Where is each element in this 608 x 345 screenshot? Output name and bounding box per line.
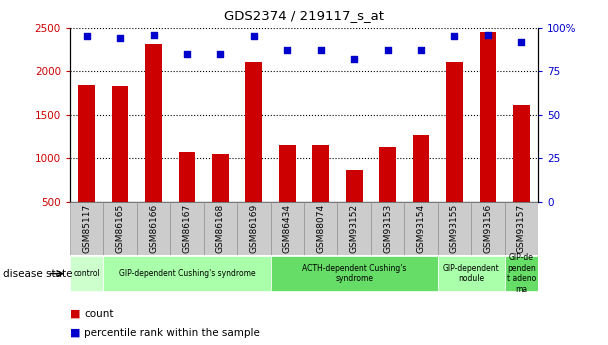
Point — [349, 56, 359, 62]
Text: GSM93157: GSM93157 — [517, 204, 526, 253]
Bar — [513, 105, 530, 245]
Bar — [271, 256, 438, 291]
Text: ■: ■ — [70, 309, 80, 319]
Bar — [137, 202, 170, 255]
Text: GSM93153: GSM93153 — [383, 204, 392, 253]
Bar — [204, 202, 237, 255]
Bar — [313, 145, 329, 245]
Bar — [438, 202, 471, 255]
Bar — [371, 202, 404, 255]
Point — [517, 39, 527, 44]
Bar — [237, 202, 271, 255]
Bar — [212, 154, 229, 245]
Bar — [103, 256, 271, 291]
Bar — [279, 145, 295, 245]
Text: ACTH-dependent Cushing's
syndrome: ACTH-dependent Cushing's syndrome — [302, 264, 406, 283]
Point — [383, 48, 393, 53]
Text: GSM86165: GSM86165 — [116, 204, 125, 253]
Bar — [337, 202, 371, 255]
Text: GIP-de
penden
t adeno
ma: GIP-de penden t adeno ma — [506, 253, 536, 294]
Text: ■: ■ — [70, 328, 80, 338]
Text: percentile rank within the sample: percentile rank within the sample — [84, 328, 260, 338]
Text: GSM93156: GSM93156 — [483, 204, 492, 253]
Bar — [480, 32, 496, 245]
Bar — [304, 202, 337, 255]
Text: GSM86166: GSM86166 — [149, 204, 158, 253]
Text: GSM93155: GSM93155 — [450, 204, 459, 253]
Text: count: count — [84, 309, 114, 319]
Point — [115, 35, 125, 41]
Text: GIP-dependent Cushing's syndrome: GIP-dependent Cushing's syndrome — [119, 269, 255, 278]
Bar — [505, 256, 538, 291]
Text: GDS2374 / 219117_s_at: GDS2374 / 219117_s_at — [224, 9, 384, 22]
Bar — [404, 202, 438, 255]
Text: disease state: disease state — [3, 269, 72, 279]
Bar — [471, 202, 505, 255]
Bar — [438, 256, 505, 291]
Text: GSM86168: GSM86168 — [216, 204, 225, 253]
Bar — [446, 61, 463, 245]
Bar — [112, 86, 128, 245]
Point — [182, 51, 192, 57]
Text: GSM86434: GSM86434 — [283, 204, 292, 253]
Point — [483, 32, 493, 37]
Bar — [505, 202, 538, 255]
Bar — [70, 256, 103, 291]
Bar — [78, 85, 95, 245]
Bar — [271, 202, 304, 255]
Point — [449, 33, 460, 39]
Point — [416, 48, 426, 53]
Bar — [379, 147, 396, 245]
Bar — [103, 202, 137, 255]
Bar — [346, 170, 362, 245]
Bar — [413, 135, 429, 245]
Bar — [170, 202, 204, 255]
Bar — [179, 152, 195, 245]
Text: GSM93154: GSM93154 — [416, 204, 426, 253]
Text: GSM88074: GSM88074 — [316, 204, 325, 253]
Bar — [145, 44, 162, 245]
Text: control: control — [74, 269, 100, 278]
Point — [316, 48, 326, 53]
Bar — [246, 61, 262, 245]
Point — [81, 33, 91, 39]
Text: GIP-dependent
nodule: GIP-dependent nodule — [443, 264, 500, 283]
Point — [282, 48, 292, 53]
Text: GSM86167: GSM86167 — [182, 204, 192, 253]
Text: GSM85117: GSM85117 — [82, 204, 91, 253]
Text: GSM93152: GSM93152 — [350, 204, 359, 253]
Point — [148, 32, 158, 37]
Point — [215, 51, 225, 57]
Text: GSM86169: GSM86169 — [249, 204, 258, 253]
Point — [249, 33, 259, 39]
Bar — [70, 202, 103, 255]
